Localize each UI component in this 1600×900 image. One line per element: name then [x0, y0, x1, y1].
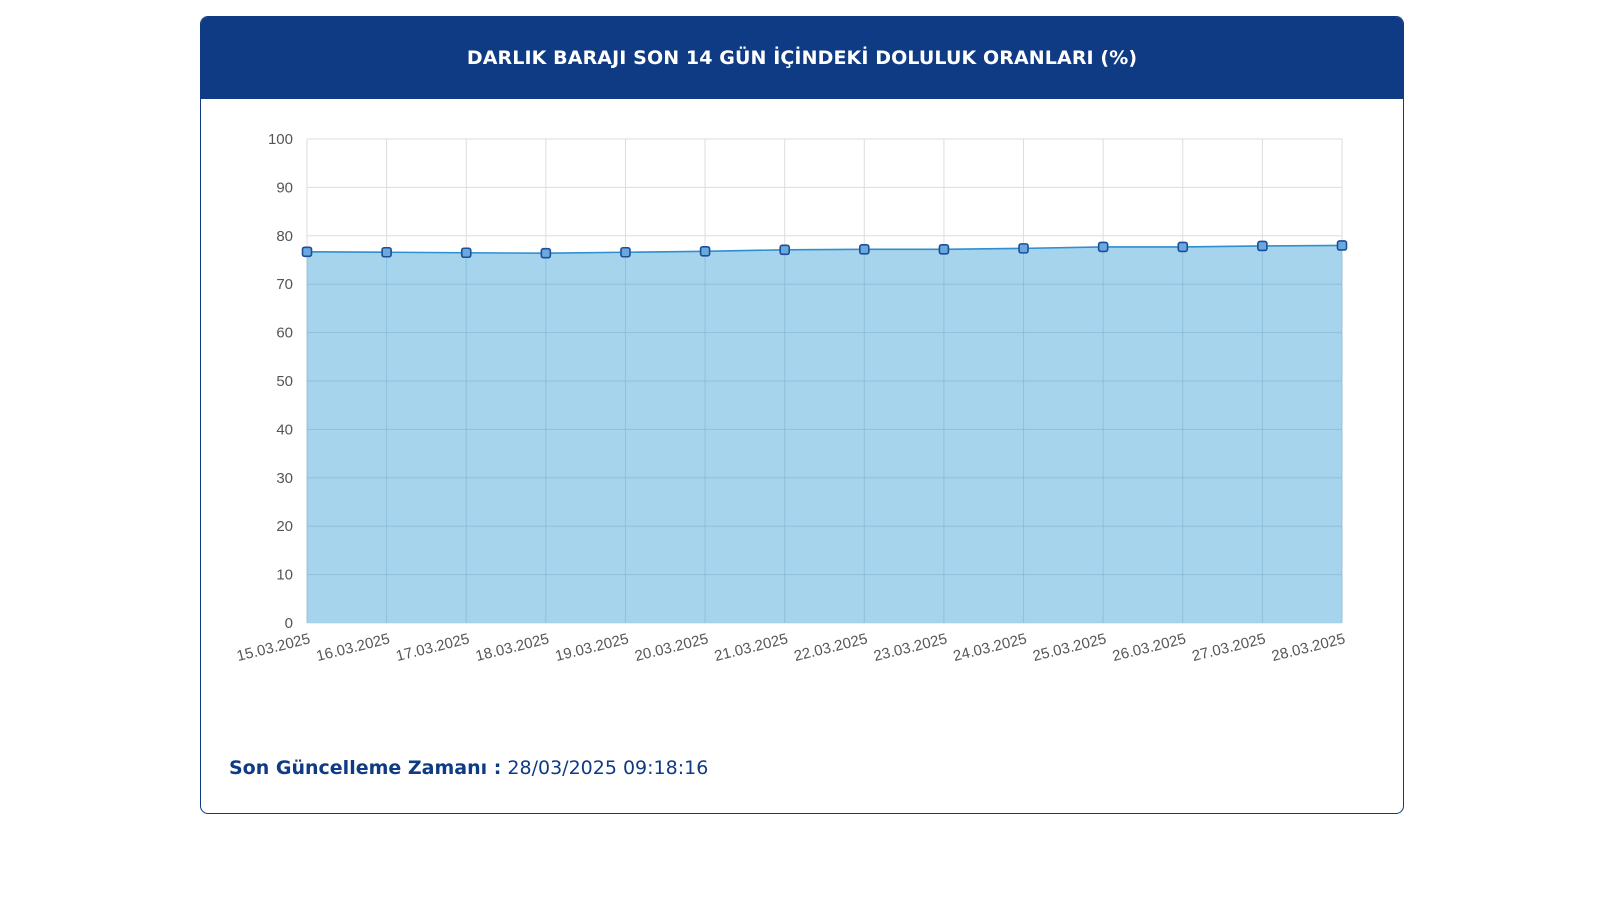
y-tick-label: 90: [276, 179, 293, 196]
series-line: [306, 244, 1343, 255]
data-point: [1336, 240, 1348, 251]
data-point: [381, 246, 392, 258]
data-point: [540, 247, 552, 259]
y-tick-label: 40: [276, 421, 293, 438]
x-tick-label: 24.03.2025: [952, 630, 1029, 665]
data-point: [699, 245, 711, 257]
x-tick-label: 17.03.2025: [394, 630, 471, 665]
x-tick-label: 16.03.2025: [315, 630, 392, 665]
x-tick-label: 21.03.2025: [713, 630, 790, 665]
series-area: [307, 245, 1342, 624]
x-tick-label: 18.03.2025: [474, 630, 551, 665]
x-tick-label: 15.03.2025: [235, 630, 312, 665]
data-point: [779, 244, 790, 256]
y-tick-label: 10: [276, 567, 293, 584]
data-point: [301, 246, 313, 258]
data-point: [1177, 241, 1189, 253]
last-update: Son Güncelleme Zamanı : 28/03/2025 09:18…: [229, 757, 708, 779]
x-tick-label: 26.03.2025: [1111, 630, 1188, 665]
data-point: [620, 246, 631, 258]
y-tick-label: 20: [276, 518, 293, 535]
y-tick-label: 60: [276, 325, 293, 342]
card-header: DARLIK BARAJI SON 14 GÜN İÇİNDEKİ DOLULU…: [201, 17, 1403, 99]
chart-area: 0 10 20 30 40 50 60 70 80 90 100 15.03.2025 16.03.20…: [201, 99, 1403, 739]
x-tick-label: 23.03.2025: [872, 630, 949, 665]
x-tick-label: 22.03.2025: [792, 630, 869, 665]
data-point: [1257, 240, 1268, 252]
y-tick-label: 70: [276, 276, 293, 293]
x-tick-label: 25.03.2025: [1031, 630, 1108, 665]
chart-card: DARLIK BARAJI SON 14 GÜN İÇİNDEKİ DOLULU…: [200, 16, 1404, 814]
x-tick-label: 20.03.2025: [633, 630, 710, 665]
chart-title: DARLIK BARAJI SON 14 GÜN İÇİNDEKİ DOLULU…: [466, 47, 1138, 69]
area-chart: 0 10 20 30 40 50 60 70 80 90 100 15.03.2025 16.03.20…: [235, 131, 1348, 665]
y-tick-label: 0: [285, 615, 293, 632]
y-tick-label: 80: [276, 228, 293, 245]
y-tick-label: 50: [276, 373, 293, 390]
x-tick-label: 28.03.2025: [1270, 630, 1347, 665]
data-point: [859, 244, 870, 255]
x-tick-label: 27.03.2025: [1190, 630, 1267, 665]
data-point: [460, 247, 472, 259]
y-tick-label: 30: [276, 470, 293, 487]
data-point: [1018, 243, 1029, 254]
y-tick-label: 100: [268, 131, 293, 148]
last-update-label: Son Güncelleme Zamanı :: [229, 757, 502, 779]
last-update-value: 28/03/2025 09:18:16: [507, 757, 709, 779]
data-point: [1097, 241, 1109, 253]
x-tick-label: 19.03.2025: [553, 630, 630, 665]
data-point: [938, 244, 950, 255]
